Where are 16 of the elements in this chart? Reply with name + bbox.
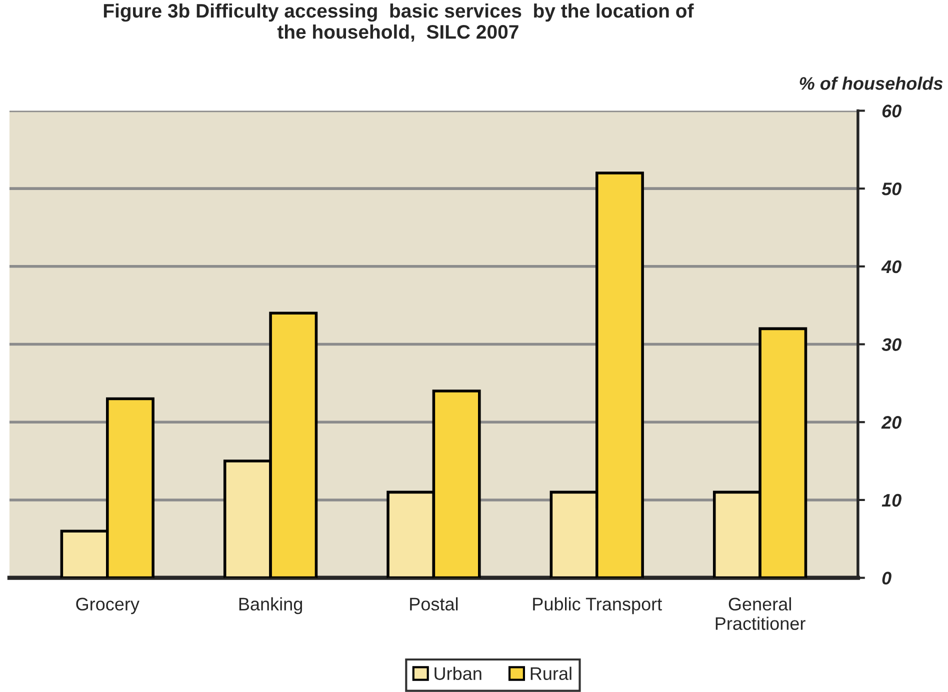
legend-label: Urban — [434, 666, 482, 680]
y-tick-label: 40 — [881, 260, 902, 274]
chart-title: Figure 3b Difficulty accessing basic services by the location of the household, SILC 2007 — [104, 3, 694, 42]
legend-label: Rural — [530, 666, 572, 680]
y-tick-label: 20 — [881, 416, 902, 429]
y-tick-label: 30 — [882, 338, 902, 351]
x-tick-label: Grocery — [76, 598, 140, 614]
y-axis-title: % of households — [800, 76, 943, 90]
y-tick-label: 10 — [882, 494, 902, 507]
x-tick-label: General Practitioner — [716, 597, 806, 630]
y-tick-label: 50 — [882, 182, 902, 196]
x-tick-label: Banking — [239, 597, 302, 614]
y-tick-label: 0 — [882, 572, 892, 585]
x-tick-label: Public Transport — [533, 597, 662, 614]
y-tick-label: 60 — [882, 104, 902, 118]
x-tick-label: Postal — [410, 597, 458, 611]
